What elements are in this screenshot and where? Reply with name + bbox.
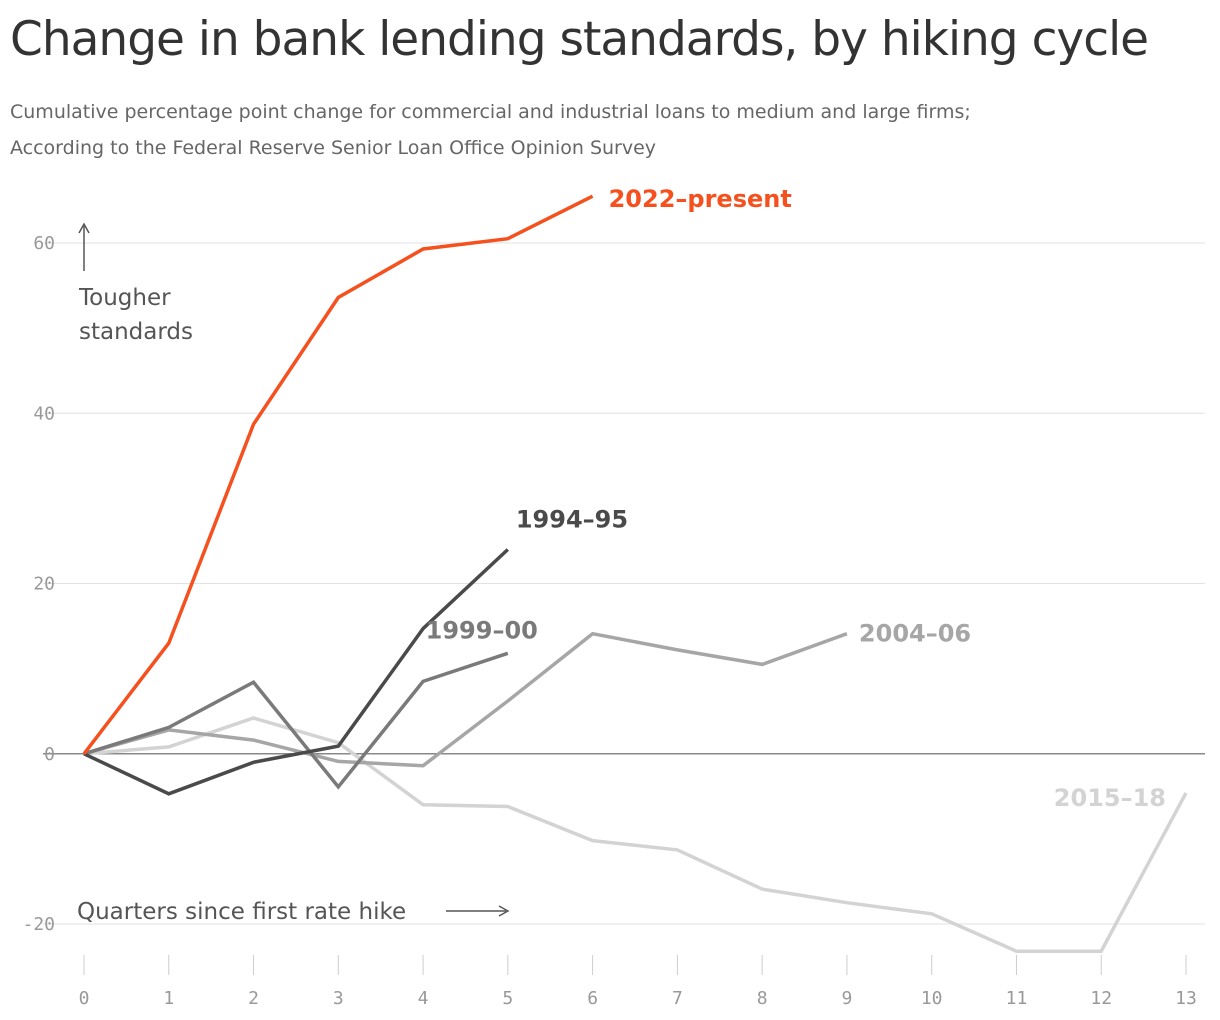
y-tick-label: 0 — [44, 744, 55, 765]
x-tick-label: 10 — [921, 988, 943, 1009]
subtitle-line-2: According to the Federal Reserve Senior … — [10, 137, 657, 159]
x-tick-label: 11 — [1006, 988, 1028, 1009]
x-axis-label: Quarters since first rate hike — [77, 899, 406, 925]
series-label-1994-95: 1994–95 — [516, 505, 628, 533]
series-line-1994-95 — [83, 548, 509, 796]
series-line-1999-00 — [83, 651, 509, 790]
axis-annotations: Tougher standards Quarters since first r… — [77, 222, 510, 925]
x-tick-label: 1 — [163, 988, 174, 1009]
series-labels: 2015–18 2004–06 1999–00 1994–95 2022–present — [426, 185, 1166, 812]
x-tick-label: 7 — [672, 988, 683, 1009]
x-tick-label: 5 — [502, 988, 513, 1009]
series-label-2015-18: 2015–18 — [1054, 784, 1166, 812]
x-tick-label: 0 — [79, 988, 90, 1009]
series-label-2004-06: 2004–06 — [859, 620, 971, 648]
x-axis-ticks: 0 1 2 3 4 5 6 7 8 9 10 11 12 13 — [79, 955, 1197, 1009]
series-line-2022-present — [82, 194, 594, 755]
standards-label: standards — [79, 319, 193, 345]
x-tick-label: 4 — [418, 988, 429, 1009]
x-tick-label: 3 — [333, 988, 344, 1009]
x-tick-label: 9 — [842, 988, 853, 1009]
chart-title: Change in bank lending standards, by hik… — [10, 12, 1149, 67]
x-tick-label: 6 — [587, 988, 598, 1009]
x-tick-label: 13 — [1175, 988, 1197, 1009]
y-tick-label: 60 — [33, 233, 55, 254]
x-tick-label: 12 — [1090, 988, 1112, 1009]
series-line-2015-18 — [83, 716, 1188, 953]
up-arrow-head-icon — [78, 222, 90, 234]
right-arrow-head-icon — [498, 905, 510, 917]
series-label-1999-00: 1999–00 — [426, 616, 538, 644]
subtitle-line-1: Cumulative percentage point change for c… — [10, 101, 971, 123]
x-tick-label: 2 — [248, 988, 259, 1009]
series-label-2022-present: 2022–present — [609, 185, 792, 213]
y-tick-label: -20 — [22, 914, 55, 935]
series-line-2004-06 — [83, 631, 848, 768]
y-tick-label: 20 — [33, 574, 55, 595]
y-axis-ticks: -20 0 20 40 60 — [22, 233, 55, 935]
tougher-label: Tougher — [78, 285, 171, 311]
chart-subtitle: Cumulative percentage point change for c… — [10, 94, 1190, 166]
gridlines — [43, 242, 1205, 925]
y-tick-label: 40 — [33, 403, 55, 424]
x-tick-label: 8 — [757, 988, 768, 1009]
series-lines — [82, 194, 1188, 953]
